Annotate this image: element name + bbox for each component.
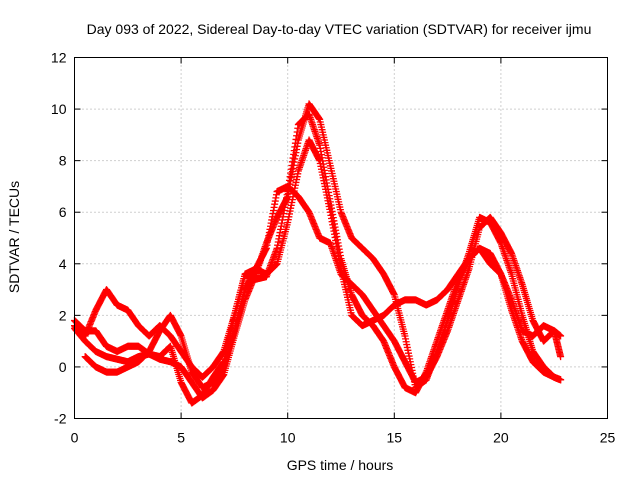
x-tick-label: 5 <box>177 430 185 446</box>
y-axis-label: SDTVAR / TECUs <box>6 181 22 293</box>
data-point <box>557 376 565 384</box>
x-tick-label: 25 <box>600 430 616 446</box>
y-tick-label: 10 <box>51 101 67 117</box>
grid-lines <box>74 57 608 419</box>
y-tick-label: 6 <box>59 204 67 220</box>
y-tick-label: -2 <box>54 411 67 427</box>
x-tick-label: 0 <box>71 430 79 446</box>
y-tick-label: 0 <box>59 359 67 375</box>
data-points <box>71 100 565 407</box>
x-tick-label: 15 <box>387 430 403 446</box>
series-track-4 <box>71 182 565 386</box>
y-tick-label: 8 <box>59 153 67 169</box>
y-tick-label: 4 <box>59 256 67 272</box>
chart-title: Day 093 of 2022, Sidereal Day-to-day VTE… <box>87 21 592 37</box>
data-point <box>557 332 565 340</box>
plot-frame <box>74 57 608 419</box>
y-tick-label: 2 <box>59 307 67 323</box>
x-tick-label: 10 <box>280 430 296 446</box>
x-axis-label: GPS time / hours <box>287 457 394 473</box>
x-tick-label: 20 <box>493 430 509 446</box>
y-tick-label: 12 <box>51 50 67 66</box>
data-point <box>557 353 565 361</box>
